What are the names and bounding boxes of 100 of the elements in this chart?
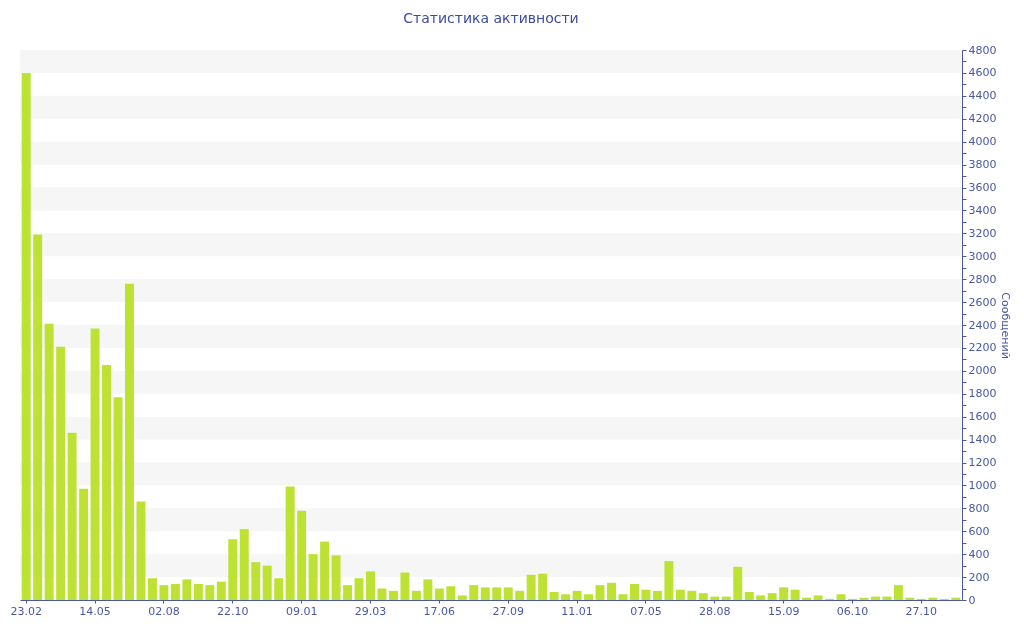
x-tick-label: 15.09 (767, 604, 800, 618)
y-tick-label: 2200 (968, 341, 997, 355)
bar (584, 594, 594, 600)
x-tick-label: 22.10 (217, 604, 249, 618)
bar (216, 581, 226, 600)
bar (480, 587, 490, 600)
bar (297, 510, 307, 600)
y-tick-label: 1000 (968, 478, 997, 492)
bar (675, 589, 685, 600)
bar (733, 566, 743, 600)
bar (274, 578, 284, 600)
y-tick-label: 0 (968, 593, 976, 607)
bar (572, 590, 582, 600)
bar (423, 579, 433, 600)
bar (469, 585, 479, 600)
bar (193, 583, 203, 600)
x-tick-label: 09.01 (285, 604, 318, 618)
y-tick-label: 3800 (968, 158, 997, 172)
bar (308, 554, 318, 600)
bar (44, 323, 54, 600)
bar (503, 587, 513, 600)
bar (136, 501, 146, 600)
y-tick-label: 2800 (968, 272, 997, 286)
bar (79, 488, 89, 600)
bar (67, 432, 77, 600)
bar (813, 595, 823, 600)
bar (687, 590, 697, 600)
bar (377, 588, 387, 600)
bar (641, 589, 651, 600)
bar (526, 574, 536, 600)
y-tick-label: 1200 (968, 456, 997, 469)
y-tick-label: 4600 (968, 66, 997, 80)
bar (446, 586, 456, 600)
chart-title: Статистика активности (403, 10, 579, 26)
bar (285, 486, 295, 600)
bar (170, 583, 180, 600)
y-tick-label: 4400 (968, 89, 997, 103)
y-tick-label: 600 (968, 524, 990, 538)
bar (21, 72, 31, 600)
y-tick-label: 4000 (968, 135, 997, 149)
bar (698, 593, 708, 600)
x-tick-label: 06.10 (836, 604, 869, 618)
x-tick-label: 14.05 (79, 604, 111, 618)
bar (779, 587, 789, 600)
bar (457, 595, 467, 600)
bar (629, 583, 639, 600)
bar (354, 578, 364, 600)
bar (893, 585, 903, 600)
bar (400, 572, 410, 600)
bar (767, 593, 777, 600)
bar (790, 589, 800, 600)
bar (411, 590, 421, 600)
y-tick-label: 800 (968, 501, 990, 515)
bar (618, 594, 628, 600)
bar (664, 561, 674, 600)
bar (538, 573, 548, 600)
bar (182, 579, 192, 600)
bar (744, 591, 754, 600)
x-tick-label: 11.01 (561, 604, 593, 618)
x-tick-label: 23.02 (10, 604, 42, 618)
x-tick-label: 02.08 (148, 604, 180, 618)
bar (652, 590, 662, 600)
y-tick-label: 400 (968, 547, 990, 561)
bar (607, 582, 616, 600)
bar (228, 539, 238, 600)
y-tick-label: 1600 (968, 410, 997, 424)
bar (561, 594, 571, 600)
y-tick-label: 2400 (968, 318, 997, 332)
y-tick-label: 200 (968, 570, 990, 584)
y-tick-label: 1400 (968, 433, 997, 447)
y-tick-label: 3200 (968, 226, 997, 240)
bar (331, 555, 341, 600)
bar (549, 591, 559, 600)
bar (125, 283, 134, 600)
y-tick-label: 1800 (968, 387, 997, 401)
y-tick-label: 2000 (968, 364, 997, 378)
bar (595, 585, 605, 600)
y-tick-label: 2600 (968, 295, 997, 309)
y-tick-label: 3600 (968, 181, 997, 194)
bar (320, 541, 330, 600)
bar (33, 234, 43, 600)
bar (343, 585, 353, 600)
y-tick-label: 3400 (968, 203, 997, 217)
bar (388, 590, 398, 600)
x-tick-label: 27.10 (905, 604, 938, 618)
bar (434, 588, 444, 600)
bar (159, 585, 169, 600)
x-tick-label: 28.08 (699, 604, 731, 618)
bar (262, 565, 272, 600)
x-tick-label: 07.05 (630, 604, 662, 618)
bar (492, 587, 502, 600)
bar (147, 578, 157, 600)
bar (239, 528, 249, 600)
bar (56, 346, 66, 600)
bar (90, 328, 100, 600)
bar (836, 594, 846, 600)
bar (366, 571, 375, 600)
bar (515, 590, 525, 600)
bar (756, 595, 766, 600)
y-tick-label: 3000 (968, 249, 997, 263)
